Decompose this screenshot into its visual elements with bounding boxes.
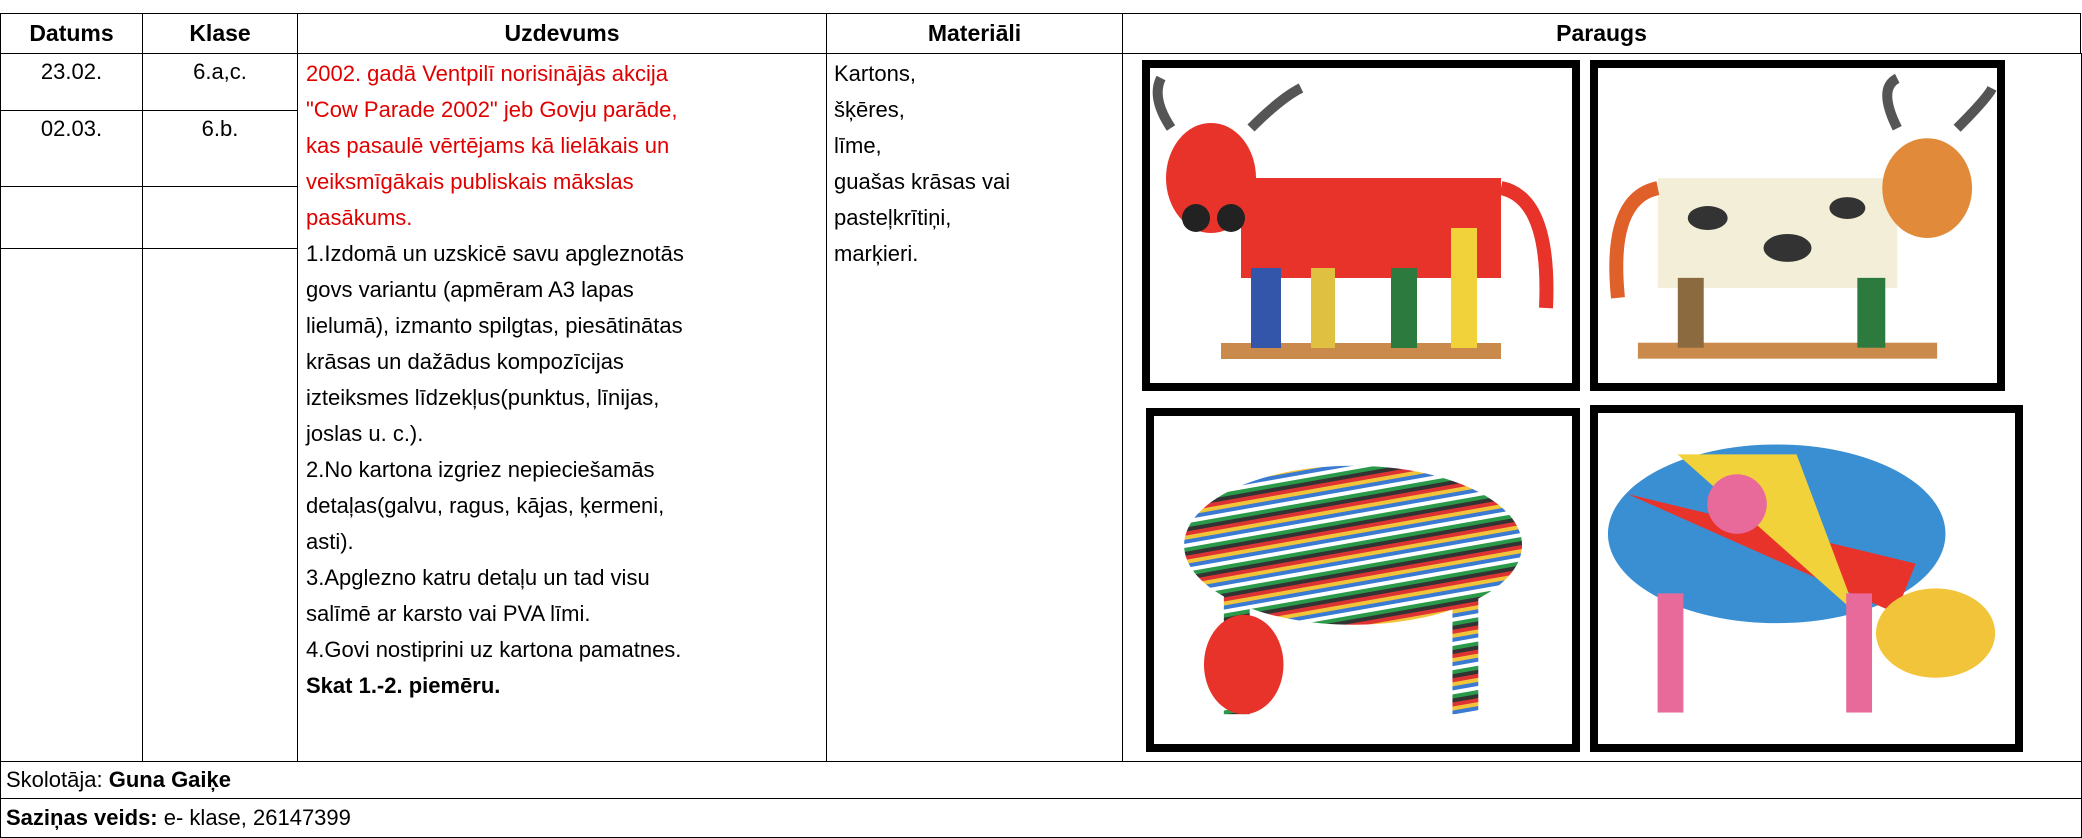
material-line: šķēres, [834,97,905,122]
empty-cell [0,186,143,249]
intro-line: pasākums. [306,205,413,230]
header-cell: Paraugs [1122,13,2081,54]
task-line: krāsas un dažādus kompozīcijas [306,349,624,374]
material-line: pasteļkrītiņi, [834,205,952,230]
header-cell: Materiāli [826,13,1123,54]
date-cell: 23.02. [0,53,143,111]
task-line: detaļas(galvu, ragus, kājas, ķermeni, [306,493,665,518]
class-cell: 6.b. [142,110,298,187]
intro-line: 2002. gadā Ventpilī norisinājās akcija [306,61,669,86]
header-cell: Uzdevums [297,13,827,54]
header-cell: Datums [0,13,143,54]
example-image [1590,405,2023,752]
empty-cell [0,248,143,762]
task-line: 3.Apglezno katru detaļu un tad visu [306,565,650,590]
teacher-label: Skolotāja: [6,767,109,792]
task-line: 1.Izdomā un uzskicē savu apgleznotās [306,241,684,266]
empty-cell [142,248,298,762]
task-line: lielumā), izmanto spilgtas, piesātinātas [306,313,683,338]
date-cell: 02.03. [0,110,143,187]
task-line: asti). [306,529,354,554]
example-image [1146,408,1580,752]
task-line: govs variantu (apmēram A3 lapas [306,277,634,302]
contact-label: Saziņas veids: [6,805,158,830]
teacher-text: Skolotāja: Guna Gaiķe [6,762,231,798]
material-line: guašas krāsas vai [834,169,1011,194]
task-line: izteiksmes līdzekļus(punktus, līnijas, [306,385,660,410]
task-line: joslas u. c.). [306,421,424,446]
example-image [1142,60,1580,391]
example-image [1590,60,2005,391]
task-line: 2.No kartona izgriez nepieciešamās [306,457,655,482]
task-line: salīmē ar karsto vai PVA līmi. [306,601,591,626]
teacher-name: Guna Gaiķe [108,767,232,792]
class-cell: 6.a,c. [142,53,298,111]
teacher-row [0,761,2082,799]
intro-line: "Cow Parade 2002" jeb Govju parāde, [306,97,678,122]
material-line: līme, [834,133,882,158]
contact-text: Saziņas veids: e- klase, 26147399 [6,800,351,836]
task-line: 4.Govi nostiprini uz kartona pamatnes. [306,637,682,662]
task-note: Skat 1.-2. piemēru. [306,673,501,698]
material-line: marķieri. [834,241,919,266]
intro-line: kas pasaulē vērtējams kā lielākais un [306,133,670,158]
material-line: Kartons, [834,61,916,86]
header-cell: Klase [142,13,298,54]
empty-cell [142,186,298,249]
intro-line: veiksmīgākais publiskais mākslas [306,169,634,194]
contact-value: e- klase, 26147399 [157,805,351,830]
